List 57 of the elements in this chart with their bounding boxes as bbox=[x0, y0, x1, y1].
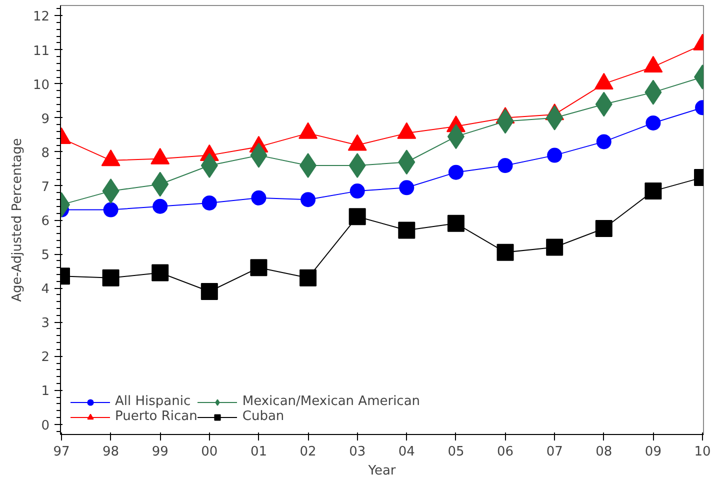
y-tick-label: 11 bbox=[32, 44, 50, 59]
x-tick-label: 08 bbox=[596, 444, 612, 460]
point bbox=[152, 198, 168, 214]
x-tick-label: 02 bbox=[300, 444, 316, 460]
y-tick-label: 7 bbox=[41, 180, 50, 195]
point bbox=[300, 192, 316, 208]
point bbox=[447, 214, 464, 232]
point bbox=[103, 202, 118, 218]
legend-label: All Hispanic bbox=[115, 394, 191, 409]
point bbox=[251, 190, 266, 206]
point bbox=[595, 220, 612, 238]
point bbox=[250, 259, 268, 276]
y-axis-title: Age-Adjusted Percentage bbox=[10, 138, 25, 302]
y-tick-label: 8 bbox=[41, 146, 50, 161]
x-tick-label: 10 bbox=[694, 444, 711, 460]
x-tick-label: 09 bbox=[644, 444, 662, 460]
point bbox=[348, 208, 366, 226]
point bbox=[546, 238, 564, 256]
x-axis-title: Year bbox=[367, 464, 396, 478]
point bbox=[399, 180, 414, 196]
point bbox=[644, 182, 662, 200]
x-tick-label: 05 bbox=[448, 444, 464, 460]
y-tick-label: 12 bbox=[32, 10, 50, 25]
point bbox=[202, 195, 217, 210]
point bbox=[300, 269, 317, 286]
y-tick-label: 5 bbox=[41, 248, 50, 264]
x-tick-label: 00 bbox=[201, 444, 218, 460]
x-tick-label: 07 bbox=[546, 444, 563, 460]
legend-label: Mexican/Mexican American bbox=[242, 394, 420, 409]
point bbox=[398, 222, 416, 239]
point bbox=[646, 115, 661, 130]
point bbox=[350, 184, 365, 199]
y-tick-label: 4 bbox=[41, 282, 50, 298]
x-tick-label: 99 bbox=[152, 444, 168, 460]
y-tick-label: 2 bbox=[41, 350, 50, 366]
y-tick-label: 6 bbox=[41, 214, 50, 229]
point bbox=[547, 148, 562, 163]
y-tick-label: 10 bbox=[32, 78, 50, 93]
point bbox=[496, 244, 514, 261]
x-tick-label: 06 bbox=[497, 444, 514, 460]
legend-label: Puerto Rican bbox=[115, 409, 198, 424]
x-tick-label: 98 bbox=[102, 444, 120, 460]
x-tick-label: 03 bbox=[349, 444, 366, 460]
y-tick-label: 0 bbox=[41, 418, 50, 434]
point bbox=[200, 283, 218, 300]
y-tick-label: 3 bbox=[41, 316, 50, 332]
y-tick-label: 1 bbox=[41, 384, 50, 400]
point bbox=[498, 158, 513, 174]
point bbox=[448, 164, 464, 180]
x-tick-label: 04 bbox=[398, 444, 415, 460]
point bbox=[102, 269, 120, 286]
x-tick-label: 97 bbox=[53, 444, 70, 460]
legend-label: Cuban bbox=[242, 409, 284, 424]
y-tick-label: 9 bbox=[41, 112, 50, 127]
x-tick-label: 01 bbox=[250, 444, 267, 460]
point bbox=[596, 134, 612, 150]
point bbox=[152, 264, 169, 282]
